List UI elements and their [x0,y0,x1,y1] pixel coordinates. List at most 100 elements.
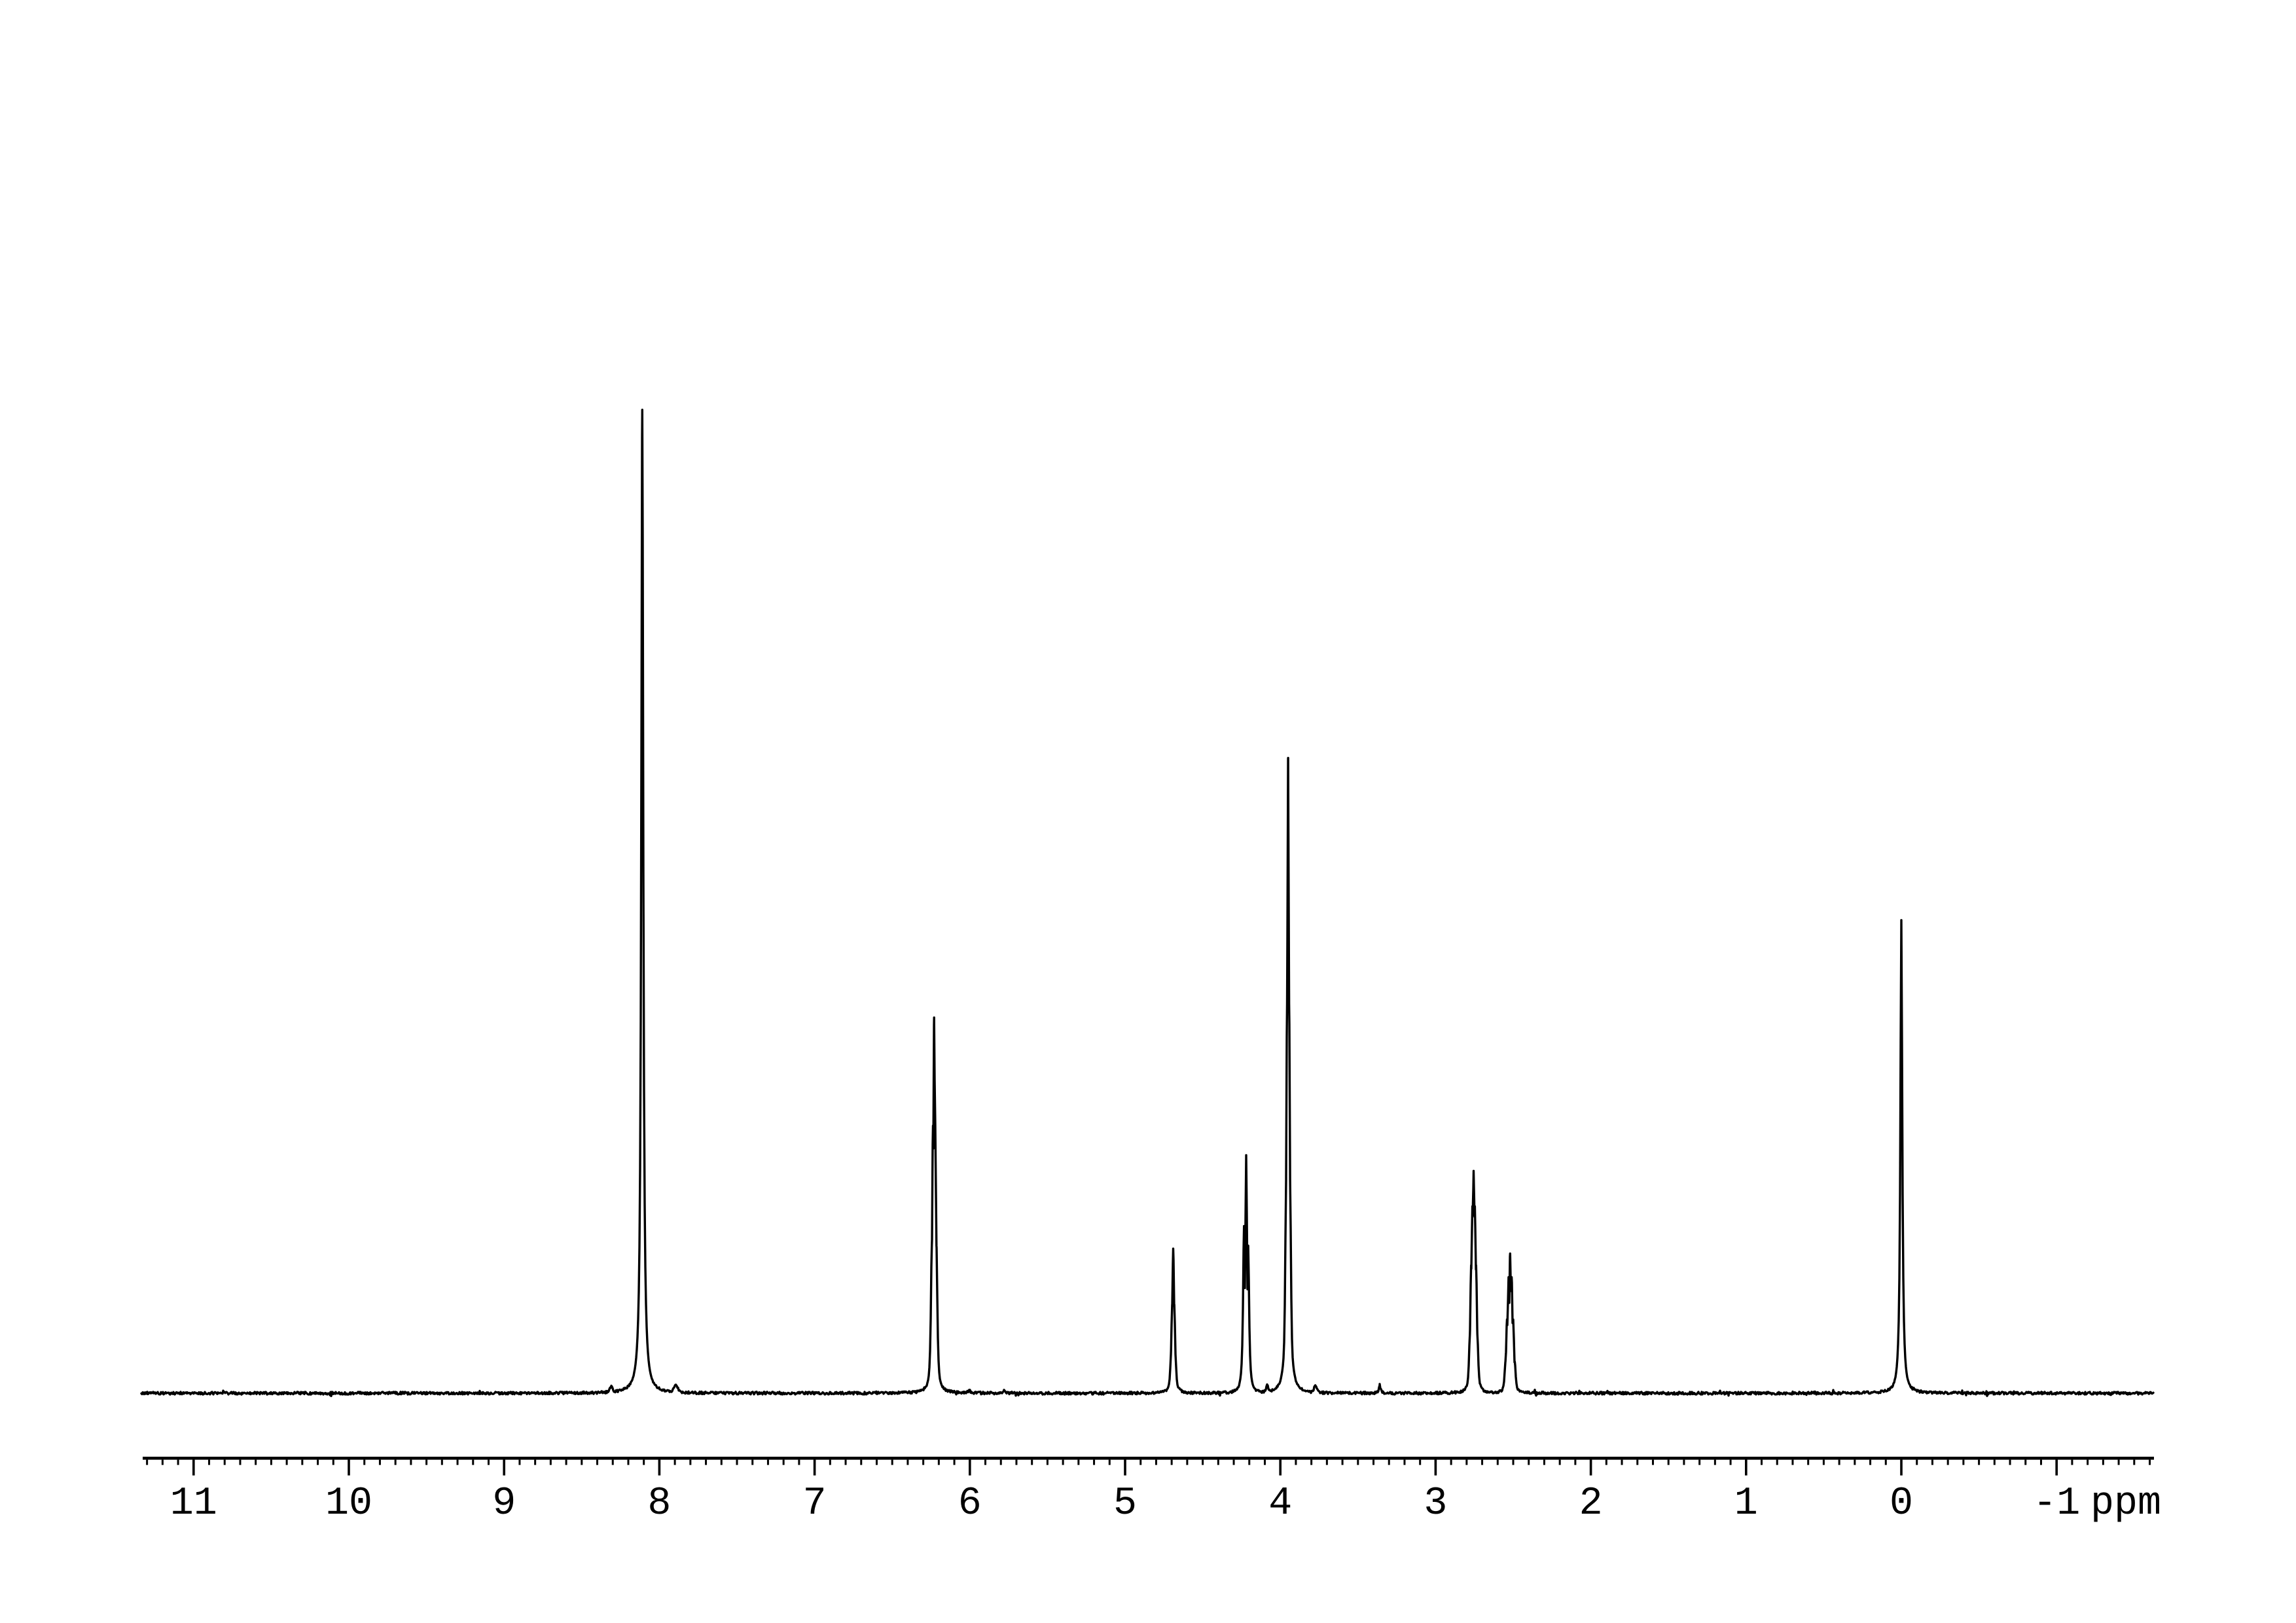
x-axis-minor-tick [487,1459,490,1465]
x-axis-minor-tick [1543,1459,1545,1465]
x-axis-minor-tick [1558,1459,1561,1465]
x-axis-minor-tick [875,1459,878,1465]
x-axis-major-tick [1434,1459,1437,1476]
x-axis-minor-tick [720,1459,723,1465]
x-axis-minor-tick [223,1459,226,1465]
x-axis-minor-tick [255,1459,257,1465]
x-axis-minor-tick [1388,1459,1390,1465]
x-axis-tick-label: -1 [2033,1482,2080,1526]
x-axis-minor-tick [472,1459,475,1465]
x-axis-minor-tick [751,1459,754,1465]
x-axis-minor-tick [378,1459,381,1465]
x-axis-minor-tick [2087,1459,2089,1465]
x-axis-minor-tick [1528,1459,1530,1465]
x-axis-group: 11 10 9 8 7 6 5 4 3 2 1 0 -1 ppm [143,1457,2161,1526]
x-axis-minor-tick [1978,1459,1981,1465]
x-axis-minor-tick [1357,1459,1359,1465]
x-axis-major-tick [1589,1459,1592,1476]
x-axis-minor-tick [2133,1459,2136,1465]
x-axis-minor-tick [1403,1459,1406,1465]
x-axis-minor-tick [1713,1459,1716,1465]
spectrum-trace-group [140,409,2155,1397]
x-axis-minor-tick [922,1459,925,1465]
x-axis-minor-tick [1263,1459,1266,1465]
x-axis-minor-tick [1574,1459,1577,1465]
x-axis-minor-tick [534,1459,537,1465]
x-axis-minor-tick [1636,1459,1639,1465]
x-axis-minor-tick [1807,1459,1810,1465]
x-axis-minor-tick [1962,1459,1965,1465]
spectrum-trace [140,409,2155,1397]
x-axis-minor-tick [1884,1459,1887,1465]
x-axis-minor-tick [146,1459,149,1465]
x-axis-minor-tick [2039,1459,2042,1465]
x-axis-minor-tick [1186,1459,1189,1465]
x-axis-minor-tick [596,1459,599,1465]
x-axis-tick-label: 8 [647,1482,671,1526]
x-axis-minor-tick [440,1459,443,1465]
x-axis-major-tick [192,1459,195,1476]
x-axis-major-tick [503,1459,505,1476]
x-axis-tick-label: 0 [1890,1482,1913,1526]
x-axis-minor-tick [627,1459,630,1465]
x-axis-minor-tick [1465,1459,1468,1465]
x-axis-minor-tick [611,1459,614,1465]
x-axis-minor-tick [1139,1459,1142,1465]
x-axis-minor-tick [317,1459,319,1465]
x-axis-minor-tick [937,1459,940,1465]
x-axis-minor-tick [1170,1459,1173,1465]
x-axis-minor-tick [689,1459,692,1465]
x-axis-major-tick [2055,1459,2058,1476]
x-axis-minor-tick [518,1459,521,1465]
x-axis-tick-label: 7 [803,1482,827,1526]
x-axis-minor-tick [844,1459,847,1465]
x-axis-line [143,1457,2154,1460]
x-axis-minor-tick [1481,1459,1484,1465]
x-axis-minor-tick [891,1459,893,1465]
x-axis-minor-tick [705,1459,708,1465]
x-axis-minor-tick [782,1459,785,1465]
x-axis-major-tick [1124,1459,1126,1476]
x-axis-tick-label: 11 [170,1482,217,1526]
x-axis-minor-tick [332,1459,334,1465]
x-axis-minor-tick [1698,1459,1701,1465]
x-axis-tick-label: 3 [1424,1482,1447,1526]
x-axis-minor-tick [1108,1459,1111,1465]
x-axis-tick-label: 1 [1734,1482,1758,1526]
x-axis-minor-tick [1761,1459,1763,1465]
x-axis-minor-tick [1031,1459,1033,1465]
x-axis-minor-tick [1667,1459,1670,1465]
x-axis-minor-tick [1232,1459,1235,1465]
x-axis-minor-tick [1621,1459,1623,1465]
x-axis-major-tick [1900,1459,1903,1476]
x-axis-major-tick [348,1459,350,1476]
x-axis-minor-tick [1931,1459,1933,1465]
x-axis-minor-tick [829,1459,831,1465]
x-axis-minor-tick [425,1459,428,1465]
x-axis-major-tick [1279,1459,1282,1476]
x-axis-minor-tick [1496,1459,1499,1465]
x-axis-minor-tick [565,1459,567,1465]
x-axis-minor-tick [1822,1459,1825,1465]
x-axis-minor-tick [1605,1459,1607,1465]
x-axis-minor-tick [1295,1459,1297,1465]
x-axis-minor-tick [1046,1459,1049,1465]
x-axis-minor-tick [906,1459,909,1465]
x-axis-minor-tick [1651,1459,1654,1465]
x-axis-minor-tick [394,1459,397,1465]
x-axis-minor-tick [2117,1459,2120,1465]
x-axis-minor-tick [1946,1459,1949,1465]
x-axis-minor-tick [1776,1459,1778,1465]
x-axis-minor-tick [984,1459,987,1465]
x-axis-minor-tick [1015,1459,1018,1465]
x-axis-minor-tick [1419,1459,1422,1465]
x-axis-minor-tick [1512,1459,1515,1465]
x-axis-tick-label: 10 [325,1482,372,1526]
x-axis-minor-tick [301,1459,304,1465]
x-axis-minor-tick [2149,1459,2151,1465]
x-axis-minor-tick [766,1459,769,1465]
x-axis-minor-tick [410,1459,412,1465]
x-axis-minor-tick [270,1459,272,1465]
x-axis-minor-tick [1310,1459,1313,1465]
